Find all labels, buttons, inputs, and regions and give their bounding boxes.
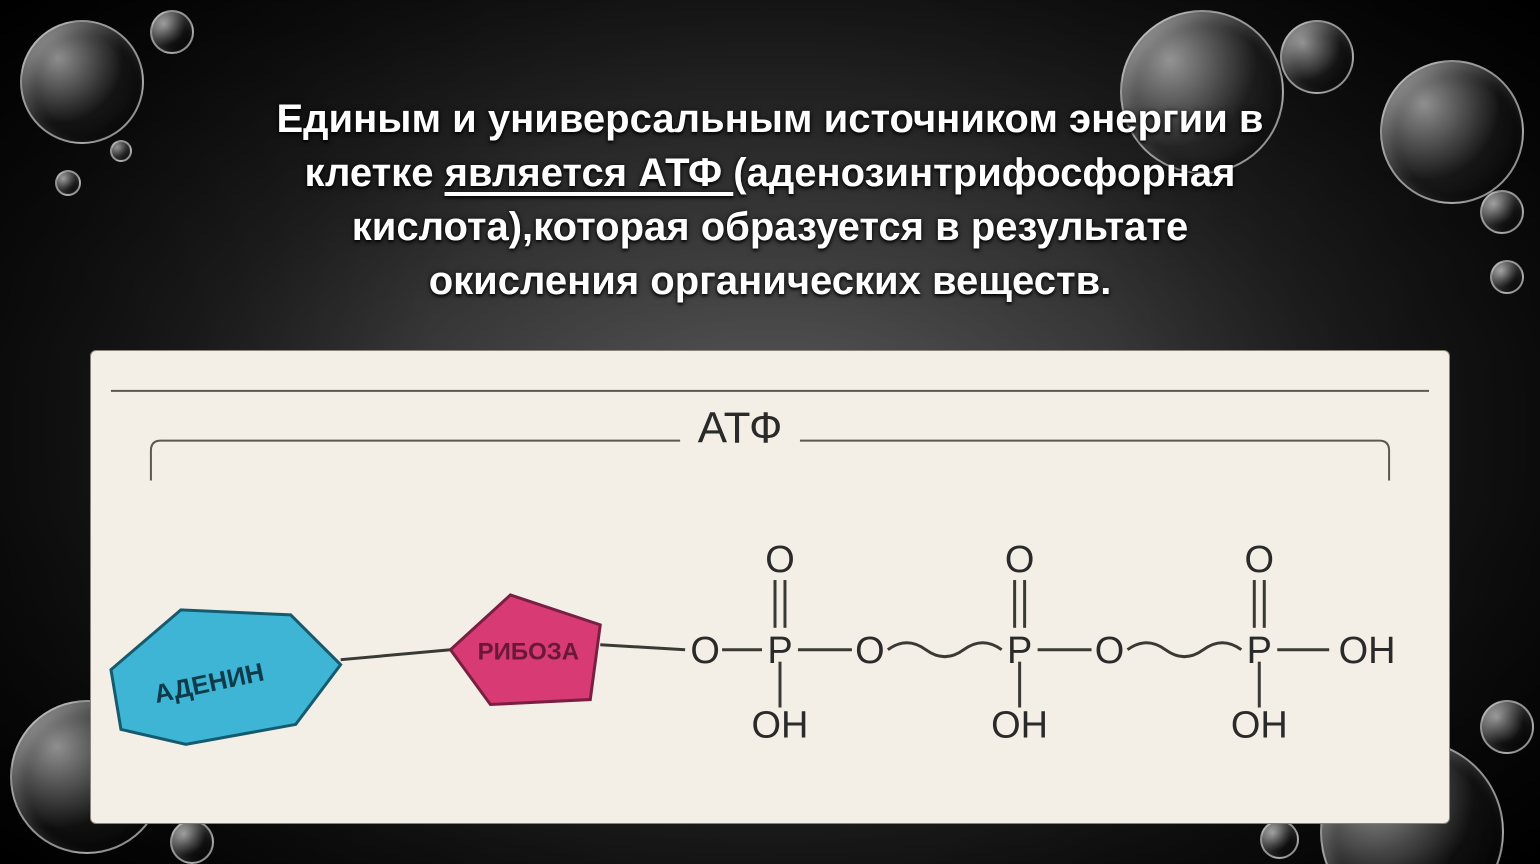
svg-text:OH: OH (1231, 705, 1288, 747)
bubble (170, 820, 214, 864)
svg-text:O: O (1095, 630, 1125, 672)
headline-line2b: (аденозинтрифосфорная (733, 151, 1235, 195)
bubble (55, 170, 81, 196)
atp-title: АТФ (698, 404, 783, 453)
headline-line3: кислота),которая образуется в результате (352, 205, 1189, 249)
headline-line4: окисления органических веществ. (429, 259, 1112, 303)
bubble (1490, 260, 1524, 294)
svg-text:O: O (1245, 539, 1275, 581)
svg-text:OH: OH (752, 705, 809, 747)
bubble (1480, 700, 1534, 754)
headline-text: Единым и универсальным источником энерги… (90, 92, 1450, 308)
bubble (1280, 20, 1354, 94)
diagram-panel: АТФАДЕНИНРИБОЗАOPOOHOPOOHOPOOHOH (90, 350, 1450, 824)
slide-stage: Единым и универсальным источником энерги… (0, 0, 1540, 864)
bubble (150, 10, 194, 54)
atp-diagram: АТФАДЕНИНРИБОЗАOPOOHOPOOHOPOOHOH (91, 351, 1449, 823)
headline-line1: Единым и универсальным источником энерги… (276, 97, 1263, 141)
svg-text:O: O (1005, 539, 1035, 581)
bubble (1480, 190, 1524, 234)
ribose-label: РИБОЗА (478, 639, 579, 666)
svg-text:O: O (690, 630, 720, 672)
svg-text:OH: OH (991, 705, 1048, 747)
bubble (1260, 820, 1299, 859)
headline-line2-underline: является АТФ (445, 151, 734, 195)
svg-text:O: O (855, 630, 885, 672)
svg-text:OH: OH (1339, 630, 1396, 672)
headline-line2a: клетке (304, 151, 444, 195)
svg-text:O: O (765, 539, 795, 581)
